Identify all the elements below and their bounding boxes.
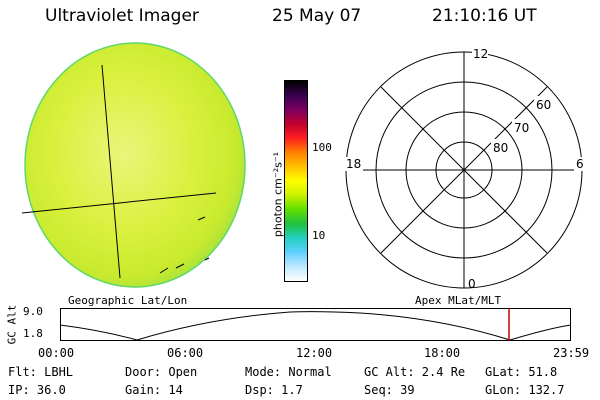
uv-image-panel (21, 42, 246, 288)
colorbar-label: photon cm⁻²s⁻¹ (271, 151, 285, 238)
altitude-plot-frame (60, 308, 571, 341)
filter-status: Flt: LBHL (8, 365, 74, 379)
mlt-label-18: 18 (346, 157, 361, 171)
dsp-status: Dsp: 1.7 (245, 383, 303, 397)
glat-status: GLat: 51.8 (485, 365, 558, 379)
x-tick-0000: 00:00 (38, 346, 75, 360)
disk-limb (24, 42, 246, 288)
y-tick-1-8: 1.8 (23, 327, 43, 340)
colorbar-tick-10: 10 (312, 229, 326, 242)
mode-status: Mode: Normal (245, 365, 332, 379)
coastline-fragment (204, 257, 210, 261)
coastline-fragment (175, 263, 185, 269)
mlat-label-80: 80 (493, 141, 508, 155)
gain-status: Gain: 14 (125, 383, 183, 397)
gc-alt-status: GC Alt: 2.4 Re (364, 365, 466, 379)
x-tick-2359: 23:59 (553, 346, 590, 360)
colorbar-tick-100: 100 (312, 141, 332, 154)
earth-disk (25, 43, 245, 287)
coastline-fragment (159, 267, 169, 274)
time-label: 21:10:16 UT (432, 6, 537, 26)
x-tick-1800: 18:00 (424, 346, 461, 360)
longitude-line (101, 64, 121, 279)
mlat-label-70: 70 (514, 121, 529, 135)
ip-status: IP: 36.0 (8, 383, 66, 397)
y-tick-9: 9.0 (23, 305, 43, 318)
mlt-label-0: 0 (468, 277, 476, 291)
gc-alt-axis-label: GC Alt (5, 304, 19, 345)
geographic-latlon-title: Geographic Lat/Lon (68, 294, 188, 307)
x-tick-0600: 06:00 (167, 346, 204, 360)
instrument-title: Ultraviolet Imager (45, 6, 199, 26)
date-label: 25 May 07 (272, 6, 362, 26)
polar-plot: 12 18 6 0 60 70 80 (345, 46, 586, 291)
diagonal-axis (380, 86, 548, 254)
mlt-label-12: 12 (473, 47, 488, 61)
latitude-line (21, 192, 217, 214)
colorbar (284, 80, 308, 282)
seq-status: Seq: 39 (364, 383, 415, 397)
mlat-label-60: 60 (536, 98, 551, 112)
glon-status: GLon: 132.7 (485, 383, 565, 397)
coastline-fragment (197, 216, 206, 221)
apex-mlat-mlt-title: Apex MLat/MLT (415, 294, 502, 307)
altitude-curve (60, 311, 572, 341)
altitude-strip-plot (60, 308, 572, 341)
mlt-label-6: 6 (576, 157, 584, 171)
door-status: Door: Open (125, 365, 198, 379)
x-tick-1200: 12:00 (296, 346, 333, 360)
